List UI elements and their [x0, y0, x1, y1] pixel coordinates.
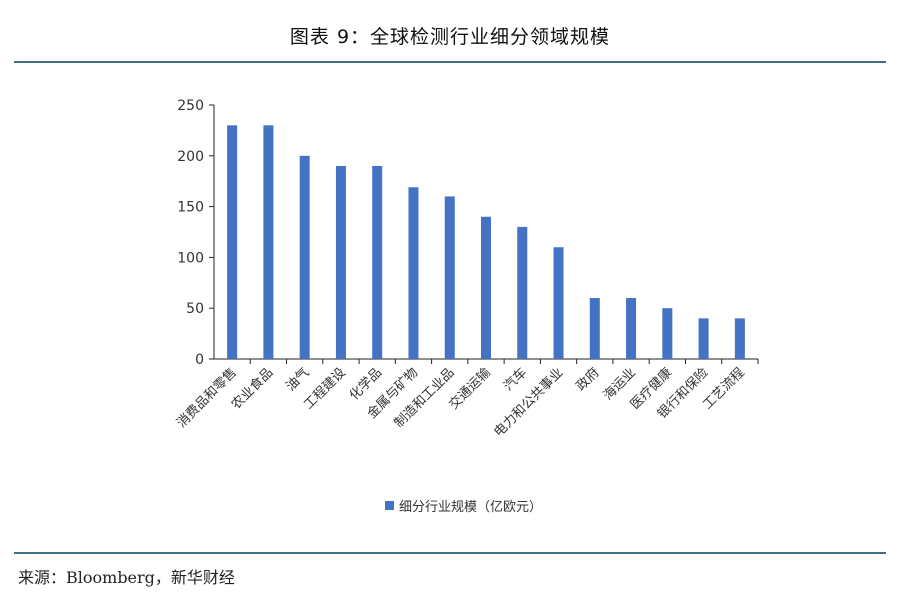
bottom-divider	[14, 552, 886, 554]
y-tick-label: 50	[186, 301, 204, 317]
y-tick-label: 150	[177, 200, 204, 216]
category-label: 政府	[574, 365, 603, 394]
bar	[698, 318, 709, 359]
y-tick-label: 0	[195, 352, 204, 368]
bar	[263, 125, 274, 359]
legend-swatch	[385, 501, 394, 510]
bars	[227, 125, 745, 359]
bar	[626, 298, 637, 359]
bar	[227, 125, 238, 359]
bar	[589, 298, 600, 359]
bar	[372, 165, 383, 359]
bar	[517, 226, 528, 359]
y-axis: 0 50 100 150 200 250	[177, 98, 215, 368]
bar	[444, 196, 455, 359]
category-label: 汽车	[500, 365, 530, 395]
bar	[299, 155, 310, 359]
bar	[662, 308, 673, 359]
legend-label: 细分行业规模（亿欧元）	[399, 500, 542, 515]
bar	[553, 247, 564, 359]
legend: 细分行业规模（亿欧元）	[385, 500, 542, 515]
bar	[408, 187, 419, 359]
top-divider	[14, 61, 886, 63]
category-label: 油气	[283, 365, 313, 395]
y-tick-label: 100	[177, 250, 204, 266]
y-tick-label: 250	[177, 98, 204, 114]
chart-title: 图表 9：全球检测行业细分领域规模	[289, 26, 611, 48]
bar	[335, 165, 346, 359]
x-axis	[214, 358, 759, 364]
category-label: 消费品和零售	[173, 365, 239, 431]
bar	[481, 216, 491, 359]
source-note: 来源：Bloomberg，新华财经	[18, 568, 235, 587]
y-tick-label: 200	[177, 149, 204, 165]
bar	[734, 318, 745, 359]
